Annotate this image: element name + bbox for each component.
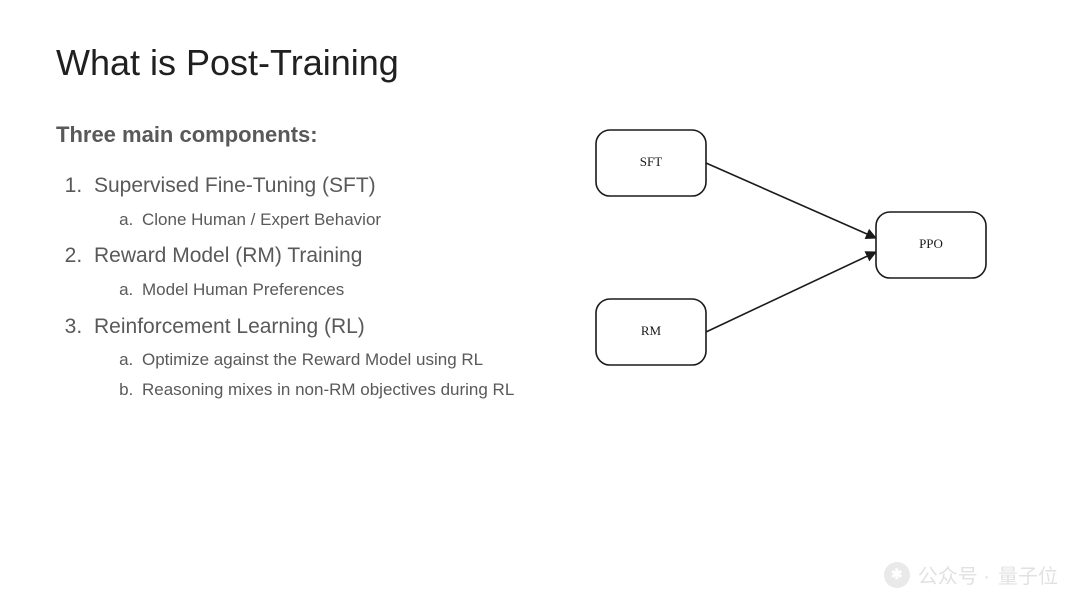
- sub-list: Clone Human / Expert Behavior: [94, 205, 536, 235]
- list-item: Supervised Fine-Tuning (SFT) Clone Human…: [88, 170, 536, 234]
- wechat-icon: ✱: [884, 562, 910, 588]
- watermark-name: 量子位: [998, 560, 1058, 589]
- text-column: Three main components: Supervised Fine-T…: [56, 122, 536, 411]
- flow-diagram: SFT RM PPO: [556, 112, 1036, 432]
- slide-title: What is Post-Training: [56, 42, 1024, 84]
- list-item-label: Reward Model (RM) Training: [94, 244, 362, 267]
- content-row: Three main components: Supervised Fine-T…: [56, 122, 1024, 411]
- slide-subtitle: Three main components:: [56, 122, 536, 148]
- sub-list-item: Reasoning mixes in non-RM objectives dur…: [138, 375, 536, 405]
- watermark: ✱ 公众号 · 量子位: [884, 560, 1058, 589]
- list-item-label: Supervised Fine-Tuning (SFT): [94, 174, 376, 197]
- sub-list: Optimize against the Reward Model using …: [94, 345, 536, 405]
- slide: What is Post-Training Three main compone…: [0, 0, 1080, 607]
- sub-list: Model Human Preferences: [94, 275, 536, 305]
- diagram-node-label: PPO: [919, 236, 943, 251]
- watermark-prefix: 公众号 ·: [918, 560, 990, 589]
- diagram-node-label: RM: [641, 323, 662, 338]
- sub-list-item: Model Human Preferences: [138, 275, 536, 305]
- diagram-edge: [706, 252, 876, 332]
- sub-list-item: Clone Human / Expert Behavior: [138, 205, 536, 235]
- diagram-edge: [706, 163, 876, 238]
- list-item: Reward Model (RM) Training Model Human P…: [88, 240, 536, 304]
- list-item: Reinforcement Learning (RL) Optimize aga…: [88, 311, 536, 405]
- list-item-label: Reinforcement Learning (RL): [94, 315, 365, 338]
- main-list: Supervised Fine-Tuning (SFT) Clone Human…: [56, 170, 536, 405]
- diagram-node-label: SFT: [640, 154, 662, 169]
- sub-list-item: Optimize against the Reward Model using …: [138, 345, 536, 375]
- diagram-column: SFT RM PPO: [556, 122, 1024, 411]
